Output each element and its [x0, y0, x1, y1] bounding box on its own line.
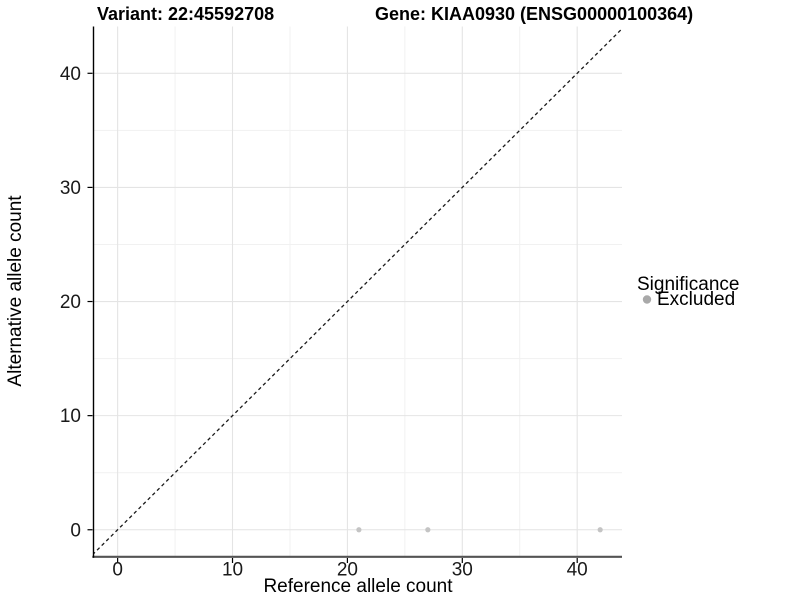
y-tick-label: 40 — [60, 64, 81, 85]
legend-title: Significance — [637, 274, 739, 295]
identity-line — [93, 27, 622, 555]
identity-line-layer — [93, 27, 622, 555]
legend: Significance Excluded — [637, 274, 739, 310]
y-axis-title: Alternative allele count — [5, 195, 26, 387]
tick-labels: 0 10 20 30 40 0 10 20 30 40 — [60, 64, 588, 581]
plot-title-variant: Variant: 22:45592708 — [97, 4, 274, 24]
y-tick-label: 10 — [60, 406, 81, 427]
data-point — [597, 527, 603, 533]
x-tick-label: 10 — [222, 560, 243, 581]
data-points — [356, 527, 603, 533]
y-tick-label: 20 — [60, 292, 81, 313]
x-tick-label: 0 — [112, 560, 123, 581]
y-tick-label: 30 — [60, 178, 81, 199]
x-tick-label: 40 — [567, 560, 588, 581]
data-point — [356, 527, 362, 533]
legend-key-dot-icon — [642, 295, 652, 304]
x-tick-label: 20 — [337, 560, 358, 581]
data-point — [425, 527, 431, 533]
axes — [87, 26, 622, 563]
y-tick-label: 0 — [70, 520, 81, 541]
x-axis-title: Reference allele count — [263, 576, 453, 597]
plot-title-gene: Gene: KIAA0930 (ENSG00000100364) — [375, 4, 693, 24]
x-tick-label: 30 — [452, 560, 473, 581]
legend-item-label: Excluded — [657, 289, 735, 310]
